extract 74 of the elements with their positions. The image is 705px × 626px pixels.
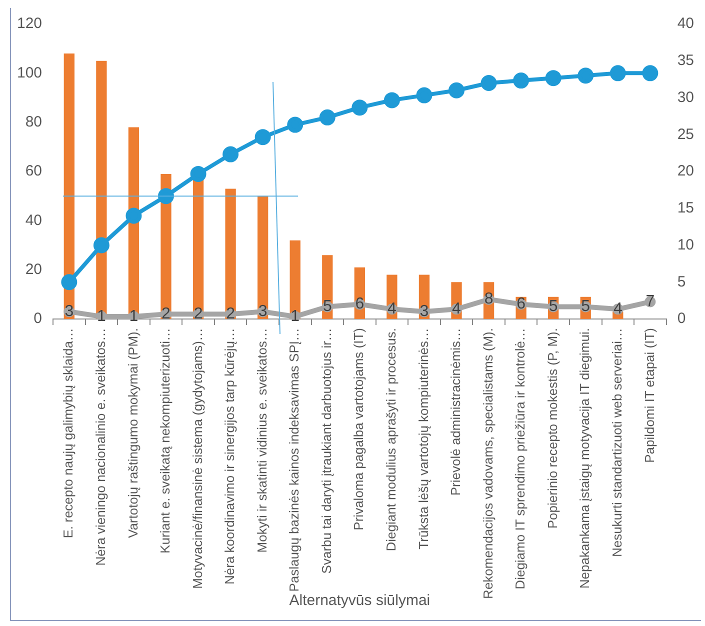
bar xyxy=(192,178,204,319)
data-label: 3 xyxy=(64,303,74,320)
x-tick-label: Vartotojų raštingumo mokymai (PM). xyxy=(125,328,140,538)
data-label: 6 xyxy=(355,296,364,313)
data-label: 2 xyxy=(194,305,203,322)
data-label: 3 xyxy=(258,303,268,320)
data-label: 5 xyxy=(581,298,590,316)
point xyxy=(93,237,110,254)
data-label: 2 xyxy=(226,305,236,322)
x-tick-label: Svarbu tai daryti įtraukiant darbuotojus ir… xyxy=(318,328,334,574)
point xyxy=(480,75,497,91)
y-tick-label: 120 xyxy=(16,15,42,32)
y2-tick-label: 20 xyxy=(677,162,694,180)
x-tick-label: Mokyti ir skatinti vidinius e. sveikatos… xyxy=(254,328,270,553)
data-label: 4 xyxy=(387,300,396,318)
x-tick-label: Motyvacinė/finansinė sistema (gydytojams)… xyxy=(190,328,205,589)
point xyxy=(254,129,271,146)
point xyxy=(384,92,400,108)
y2-tick-label: 35 xyxy=(677,52,694,70)
data-label: 6 xyxy=(516,296,526,313)
y2-tick-label: 40 xyxy=(677,15,694,32)
y-tick-label: 20 xyxy=(25,260,42,278)
y2-tick-label: 10 xyxy=(677,236,694,254)
x-tick-label: Nėra koordinavimo ir sinergijos tarp kūrėjų… xyxy=(222,328,238,584)
data-label: 7 xyxy=(646,293,655,310)
x-tick-label: Diegiant modulius aprašyti ir procesus. xyxy=(384,328,399,552)
data-label: 4 xyxy=(452,300,462,318)
x-tick-label: Diegiamo IT sprendimo priežiūra ir kontrolė… xyxy=(512,328,528,590)
point xyxy=(578,68,594,84)
point xyxy=(61,274,78,290)
x-tick-label: Rekomendacijos vadovams, specialistams (M). xyxy=(480,328,496,599)
y-tick-label: 100 xyxy=(16,64,42,82)
y2-tick-label: 25 xyxy=(677,126,694,143)
x-tick-label: Trūksta lėšų vartotojų kompiuterinės… xyxy=(416,328,431,550)
point xyxy=(190,166,206,182)
data-label: 3 xyxy=(420,303,429,320)
point xyxy=(416,87,432,104)
y2-tick-label: 0 xyxy=(677,310,686,328)
point xyxy=(610,65,626,82)
x-tick-label: Privaloma pagalba vartotojams (IT) xyxy=(351,328,366,530)
bar xyxy=(225,188,236,319)
data-label: 2 xyxy=(162,305,171,322)
x-axis-title: Alternatyvūs siūlymai xyxy=(289,592,430,610)
bar xyxy=(96,60,107,319)
data-label: 8 xyxy=(484,290,494,308)
x-tick-label: Nepakankama įstaigų motyvacija IT diegimui. xyxy=(577,328,592,589)
y2-tick-label: 5 xyxy=(677,273,686,290)
y2-tick-label: 15 xyxy=(677,200,694,217)
y-tick-label: 40 xyxy=(25,212,42,229)
point xyxy=(126,208,142,224)
x-tick-label: Papildomi IT etapai (IT) xyxy=(642,328,657,463)
point xyxy=(222,146,239,162)
point xyxy=(352,100,368,116)
point xyxy=(448,82,465,98)
data-label: 5 xyxy=(322,298,332,316)
x-tick-label: Kuriant e. sveikatą nekompiuterizuoti… xyxy=(158,328,173,554)
x-tick-label: Nesukurti standartizuoti web serveriai… xyxy=(609,328,624,558)
x-tick-label: Popierinio recepto mokestis (P, M). xyxy=(544,328,560,529)
y-tick-label: 60 xyxy=(25,162,42,180)
x-tick-label: Nėra vieningo nacionalinio e. sveikatos… xyxy=(93,328,108,566)
point xyxy=(319,109,336,126)
x-tick-label: E. recepto naujų galimybių sklaida… xyxy=(60,328,76,538)
point xyxy=(287,116,304,133)
y-tick-label: 0 xyxy=(34,310,42,328)
point xyxy=(642,65,658,82)
x-tick-label: Prievolė administracinėmis… xyxy=(448,328,464,496)
data-label: 4 xyxy=(613,300,622,318)
bar xyxy=(258,196,268,319)
point xyxy=(545,70,562,86)
point xyxy=(513,72,530,89)
y2-tick-label: 30 xyxy=(677,88,694,106)
data-label: 5 xyxy=(548,298,558,316)
y-tick-label: 80 xyxy=(25,113,42,130)
x-tick-label: Paslaugų bazinės kainos indeksavimas SPĮ… xyxy=(286,328,302,592)
